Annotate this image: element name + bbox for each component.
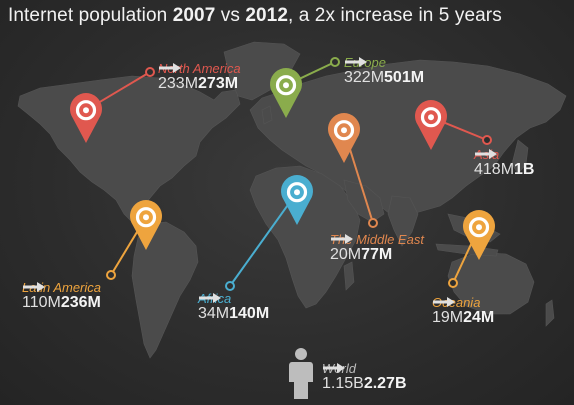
region-values: 418M 1B [474, 149, 535, 178]
value-2012: 1B [514, 161, 535, 178]
value-2007: 34M [198, 305, 230, 322]
label-africa: Africa34M140M [198, 292, 269, 322]
title-suffix: , a 2x increase in 5 years [288, 5, 502, 26]
value-2012: 24M [463, 309, 495, 326]
label-latin-america: Latin America 110M 236M [22, 281, 101, 311]
landmass-japan [511, 139, 529, 175]
region-values: 110M 236M [22, 282, 101, 311]
title-mid: vs [215, 5, 246, 26]
map-pin-europe-icon [270, 68, 302, 118]
connector-dot [368, 218, 378, 228]
value-2007: 19M [432, 309, 464, 326]
value-2012: 140M [229, 305, 270, 322]
connector-dot [330, 57, 340, 67]
region-values: 19M 24M [432, 297, 495, 326]
value-2012: 273M [198, 75, 239, 92]
landmass-north-america [17, 75, 241, 223]
region-values: 233M 273M [158, 63, 241, 92]
region-name: The Middle East [330, 232, 424, 247]
person-icon [289, 348, 313, 399]
map-pin-asia-icon [415, 100, 447, 150]
value-2012: 2.27B [363, 375, 407, 392]
value-2007: 110M [22, 294, 61, 311]
value-2007: 233M [158, 75, 199, 92]
value-2012: 236M [60, 294, 101, 311]
region-name: Oceania [432, 295, 481, 310]
map-pin-middle-east-icon [328, 113, 360, 163]
title-year-2007: 2007 [172, 5, 216, 26]
map-pin-latin-america-icon [129, 200, 162, 250]
title-prefix: Internet population [8, 5, 173, 26]
map-pin-africa-icon [281, 175, 313, 225]
landmass-madagascar [343, 261, 355, 291]
map-pin-oceania-icon [463, 210, 495, 260]
label-europe: Europe322M501M [344, 56, 424, 86]
label-north-america: North America 233M 273M [158, 62, 241, 92]
chart-title: Internet population 2007 vs 2012, a 2x i… [8, 5, 502, 27]
label-middle-east: The Middle East 20M 77M [330, 233, 424, 263]
value-2007: 20M [330, 246, 362, 263]
connector-dot [106, 270, 116, 280]
label-oceania: Oceania 19M 24M [432, 296, 494, 326]
landmass-australia [447, 251, 535, 315]
value-2012: 501M [384, 69, 425, 86]
landmass-uk [261, 105, 273, 125]
region-name: North America [158, 61, 241, 76]
value-2007: 322M [344, 69, 385, 86]
connector-line [229, 191, 298, 287]
region-values: 1.15B 2.27B [322, 363, 407, 392]
region-values: 34M 140M [198, 293, 270, 322]
landmass-india [387, 195, 419, 247]
value-2012: 77M [361, 246, 393, 263]
region-name: Latin America [22, 280, 101, 295]
landmass-new-zealand [545, 299, 555, 327]
label-asia: Asia418M1B [474, 148, 534, 178]
value-2007: 418M [474, 161, 515, 178]
connector-dot [482, 135, 492, 145]
value-2007: 1.15B [322, 375, 364, 392]
connector-dot [225, 281, 235, 291]
region-values: 20M 77M [330, 234, 424, 263]
landmass-south-america [131, 221, 199, 359]
map-pin-north-america-icon [70, 93, 102, 143]
connector-dot [145, 67, 155, 77]
title-year-2012: 2012 [245, 5, 288, 26]
region-values: 322M 501M [344, 57, 425, 86]
landmass-arabia [343, 179, 385, 223]
connector-dot [448, 278, 458, 288]
